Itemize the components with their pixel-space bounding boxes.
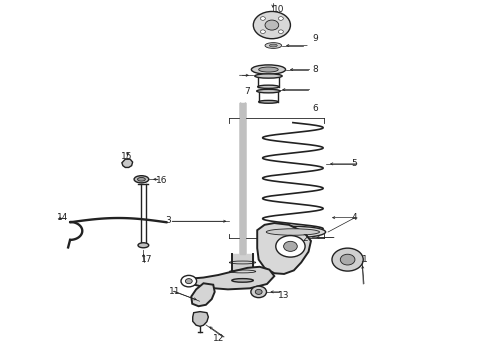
Circle shape <box>265 20 279 30</box>
Text: 5: 5 <box>351 159 357 168</box>
Text: 8: 8 <box>313 65 318 74</box>
Polygon shape <box>189 267 274 289</box>
Ellipse shape <box>265 42 282 48</box>
Text: 16: 16 <box>156 176 168 185</box>
Ellipse shape <box>258 85 279 88</box>
Polygon shape <box>257 223 311 274</box>
Circle shape <box>276 235 305 257</box>
Text: 4: 4 <box>351 213 357 222</box>
Text: 17: 17 <box>141 255 152 264</box>
Ellipse shape <box>251 65 286 74</box>
Circle shape <box>278 17 283 20</box>
Circle shape <box>332 248 363 271</box>
Circle shape <box>261 30 265 33</box>
Ellipse shape <box>257 89 280 93</box>
Circle shape <box>255 289 262 294</box>
Polygon shape <box>122 159 133 167</box>
Text: 14: 14 <box>57 213 68 222</box>
Text: 10: 10 <box>273 5 285 14</box>
Ellipse shape <box>232 279 253 282</box>
Text: 13: 13 <box>278 291 290 300</box>
Circle shape <box>340 254 355 265</box>
Text: 6: 6 <box>313 104 318 113</box>
Polygon shape <box>193 312 208 326</box>
Text: 12: 12 <box>213 334 224 343</box>
Circle shape <box>278 30 283 33</box>
Circle shape <box>253 12 291 39</box>
Text: 9: 9 <box>313 34 318 43</box>
Ellipse shape <box>270 44 277 47</box>
Ellipse shape <box>259 100 278 103</box>
Ellipse shape <box>138 243 149 248</box>
Text: 2: 2 <box>303 234 308 243</box>
Ellipse shape <box>266 229 319 235</box>
Circle shape <box>261 17 265 20</box>
Text: 3: 3 <box>165 216 171 225</box>
Ellipse shape <box>255 74 282 78</box>
Text: 11: 11 <box>169 287 180 296</box>
Ellipse shape <box>138 177 146 181</box>
Polygon shape <box>191 283 215 306</box>
Text: 15: 15 <box>121 152 132 161</box>
Ellipse shape <box>134 176 149 183</box>
Circle shape <box>284 241 297 251</box>
Text: 7: 7 <box>244 86 250 95</box>
Ellipse shape <box>259 67 278 72</box>
Text: 1: 1 <box>362 255 368 264</box>
Circle shape <box>181 275 196 287</box>
Circle shape <box>251 286 267 298</box>
Circle shape <box>185 279 192 284</box>
Ellipse shape <box>260 226 326 238</box>
